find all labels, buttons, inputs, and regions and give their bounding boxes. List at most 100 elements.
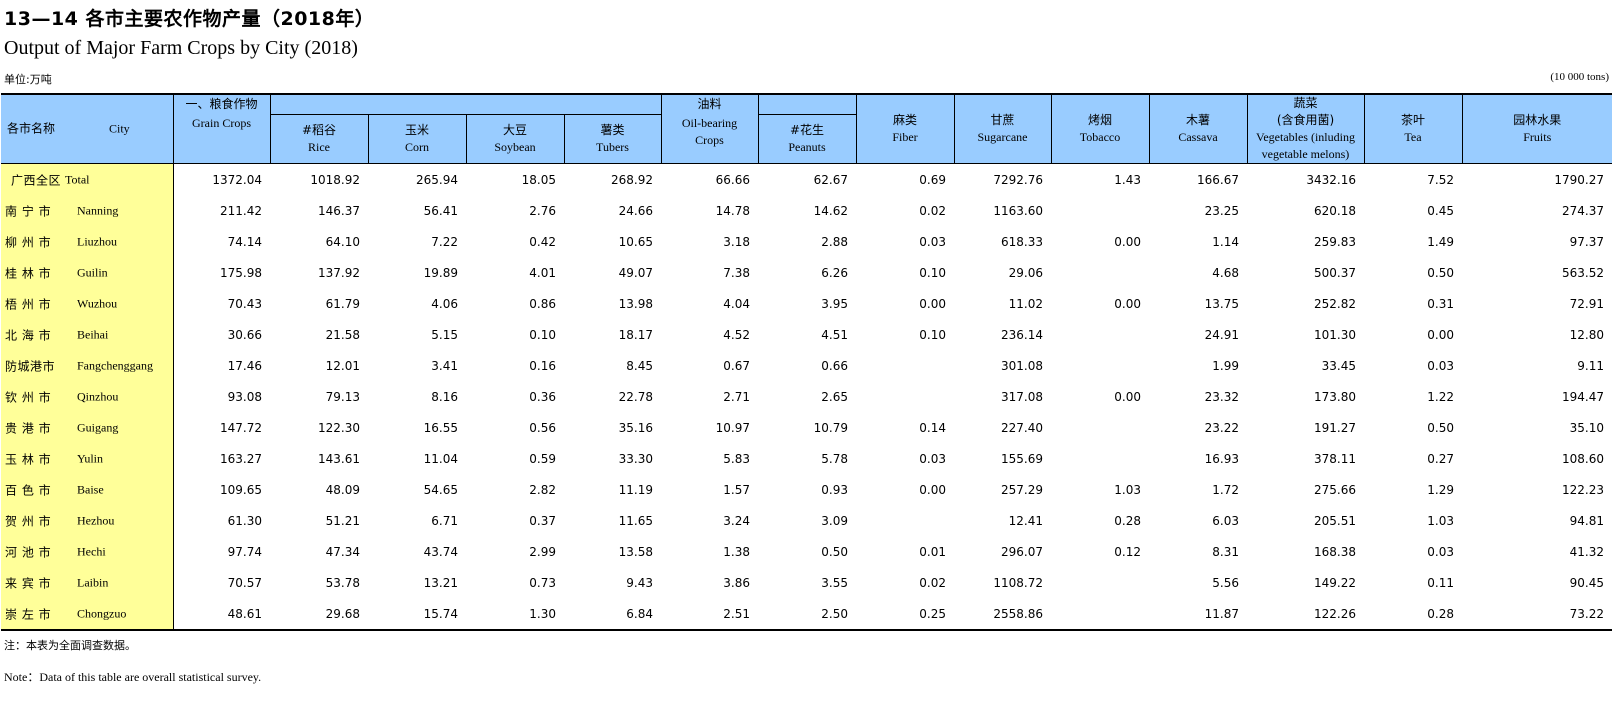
table-cell: 0.50 (1427, 420, 1454, 435)
table-cell: 563.52 (1562, 265, 1604, 280)
table-cell: 0.10 (529, 327, 556, 342)
table-cell: 61.30 (227, 513, 262, 528)
table-cell: 11.04 (423, 451, 458, 466)
table-cell: 16.55 (423, 420, 458, 435)
table-row: 广西全区 Total 1372.04 1018.92 265.94 18.05 268.92… (1, 163, 1612, 195)
table-cell: 56.41 (423, 203, 458, 218)
city-name-en: Wuzhou (77, 296, 118, 310)
table-cell (1051, 319, 1149, 350)
row-city-cell: 百 色 市 Baise (1, 474, 174, 505)
table-cell: 21.58 (325, 327, 360, 342)
table-cell: 2.65 (821, 389, 848, 404)
table-cell: 41.32 (1569, 544, 1604, 559)
table-cell: 94.81 (1569, 513, 1604, 528)
row-city-cell: 贺 州 市 Hezhou (1, 505, 174, 536)
table-cell: 64.10 (325, 234, 360, 249)
table-cell: 122.30 (318, 420, 360, 435)
table-cell: 2.82 (529, 482, 556, 497)
table-cell: 2.76 (529, 203, 556, 218)
table-cell: 2.88 (821, 234, 848, 249)
table-cell: 35.16 (618, 420, 653, 435)
table-cell: 5.15 (431, 327, 458, 342)
city-name-cn: 柳 州 市 (5, 235, 52, 249)
table-cell: 1.57 (723, 482, 750, 497)
table-row: 百 色 市 Baise 109.65 48.09 54.65 2.82 11.19 1.57 0… (1, 474, 1612, 505)
table-cell: 12.01 (325, 358, 360, 373)
table-cell: 33.45 (1321, 358, 1356, 373)
table-cell: 3.95 (821, 296, 848, 311)
table-cell: 24.66 (618, 203, 653, 218)
header-cassava-cn: 木薯 (1185, 113, 1210, 127)
table-cell: 0.67 (723, 358, 750, 373)
table-row: 南 宁 市 Nanning 211.42 146.37 56.41 2.76 24.66 14… (1, 195, 1612, 226)
table-cell: 378.11 (1314, 451, 1356, 466)
row-city-cell: 梧 州 市 Wuzhou (1, 288, 174, 319)
header-grain-span (269, 93, 661, 116)
table-cell: 194.47 (1562, 389, 1604, 404)
table-cell: 9.11 (1577, 358, 1604, 373)
table-cell: 17.46 (227, 358, 262, 373)
table-cell: 29.06 (1008, 265, 1043, 280)
table-cell (1051, 195, 1149, 226)
city-name-en: Guigang (77, 420, 119, 434)
header-peanuts-cn: #花生 (789, 123, 825, 138)
table-cell: 143.61 (318, 451, 360, 466)
table-cell: 4.01 (529, 265, 556, 280)
table-cell: 122.26 (1247, 598, 1364, 631)
table-cell: 1.30 (466, 598, 564, 631)
table-cell: 1.03 (1114, 482, 1141, 497)
header-tobacco-cn: 烤烟 (1087, 113, 1112, 127)
table-row: 河 池 市 Hechi 97.74 47.34 43.74 2.99 13.58 1.38 0.… (1, 536, 1612, 567)
table-cell: 1108.72 (993, 575, 1043, 590)
table-cell: 147.72 (220, 420, 262, 435)
table-cell: 4.68 (1212, 265, 1239, 280)
table-cell: 72.91 (1569, 296, 1604, 311)
table-cell: 1.99 (1212, 358, 1239, 373)
table-cell: 2.50 (758, 598, 856, 631)
table-cell: 0.03 (1427, 358, 1454, 373)
city-name-en: Hechi (77, 544, 106, 558)
header-vegetables-cn-note: (含食用菌) (1276, 113, 1335, 127)
table-row: 贵 港 市 Guigang 147.72 122.30 16.55 0.56 35.16 10… (1, 412, 1612, 443)
table-cell: 149.22 (1314, 575, 1356, 590)
table-cell (856, 381, 954, 412)
table-cell: 0.50 (1427, 265, 1454, 280)
table-cell: 29.68 (270, 598, 368, 631)
header-oil-en-2: Crops (695, 132, 724, 147)
header-soybean-en: Soybean (494, 140, 536, 155)
table-cell: 163.27 (220, 451, 262, 466)
table-cell: 259.83 (1314, 234, 1356, 249)
header-tubers: 薯类 Tubers (563, 114, 661, 164)
table-cell: 4.51 (821, 327, 848, 342)
table-cell: 22.78 (618, 389, 653, 404)
table-cell: 10.65 (618, 234, 653, 249)
table-cell: 275.66 (1314, 482, 1356, 497)
table-cell: 108.60 (1562, 451, 1604, 466)
table-cell: 1.03 (1427, 513, 1454, 528)
header-corn: 玉米 Corn (367, 114, 466, 164)
header-city: 各市名称 City (1, 93, 173, 164)
header-tea: 茶叶 Tea (1363, 93, 1462, 164)
city-name-en: Baise (77, 482, 104, 496)
table-cell: 1.29 (1427, 482, 1454, 497)
table-cell: 109.65 (220, 482, 262, 497)
table-cell: 3.24 (723, 513, 750, 528)
table-cell: 3432.16 (1306, 172, 1356, 187)
header-tea-en: Tea (1404, 130, 1422, 144)
table-cell (1051, 443, 1149, 474)
city-name-en: Yulin (77, 451, 104, 465)
crop-output-table-wrapper: 各市名称 City 一、粮食作物 油料 麻类 Fiber 甘蔗 Sugarcan… (1, 93, 1612, 631)
table-cell: 227.40 (1001, 420, 1043, 435)
table-cell: 155.69 (1001, 451, 1043, 466)
header-grain-crops: 一、粮食作物 (172, 93, 270, 115)
table-cell: 70.57 (227, 575, 262, 590)
table-cell: 6.71 (431, 513, 458, 528)
table-cell: 11.87 (1149, 598, 1247, 631)
table-cell: 14.78 (715, 203, 750, 218)
city-name-en: Nanning (77, 203, 119, 217)
table-cell: 0.02 (919, 575, 946, 590)
header-tubers-en: Tubers (596, 140, 629, 155)
table-cell: 101.30 (1314, 327, 1356, 342)
row-city-cell: 来 宾 市 Laibin (1, 567, 174, 598)
table-cell: 0.66 (821, 358, 848, 373)
